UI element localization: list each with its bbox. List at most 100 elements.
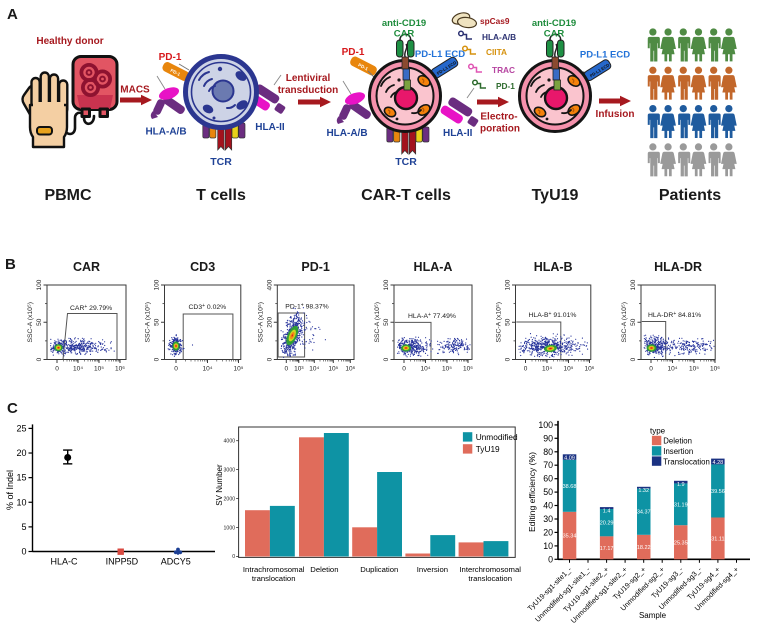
svg-text:Insertion: Insertion — [663, 447, 693, 456]
svg-text:PD-1: PD-1 — [170, 68, 182, 77]
svg-text:25: 25 — [16, 423, 26, 433]
svg-text:HLA-A/B: HLA-A/B — [326, 128, 367, 139]
svg-text:10³: 10³ — [294, 366, 304, 373]
svg-text:type: type — [650, 427, 666, 436]
svg-text:PD-1: PD-1 — [342, 47, 365, 58]
svg-text:2000: 2000 — [224, 496, 236, 502]
svg-text:B: B — [5, 256, 16, 273]
svg-text:HLA-A+ 77.49%: HLA-A+ 77.49% — [408, 312, 456, 320]
svg-text:PD-1: PD-1 — [496, 81, 515, 91]
svg-text:0: 0 — [548, 554, 553, 564]
svg-text:Electro-: Electro- — [480, 112, 517, 123]
svg-text:0: 0 — [232, 554, 235, 560]
svg-text:% of Indel: % of Indel — [5, 470, 15, 510]
svg-text:CD3+ 0.02%: CD3+ 0.02% — [189, 303, 227, 311]
svg-text:INPP5D: INPP5D — [106, 557, 139, 567]
svg-text:100: 100 — [383, 279, 390, 290]
svg-text:Inversion: Inversion — [417, 565, 448, 574]
svg-text:HLA-A/B: HLA-A/B — [482, 32, 516, 42]
svg-text:Deletion: Deletion — [663, 437, 692, 446]
svg-text:10⁶: 10⁶ — [463, 366, 473, 373]
svg-text:HLA-A/B: HLA-A/B — [145, 127, 186, 138]
svg-text:200: 200 — [266, 316, 273, 327]
svg-text:poration: poration — [480, 124, 520, 135]
svg-text:80: 80 — [543, 447, 553, 457]
svg-text:100: 100 — [154, 279, 161, 290]
svg-text:PD-L1 ECD: PD-L1 ECD — [415, 49, 465, 60]
svg-text:ADCY5: ADCY5 — [161, 557, 191, 567]
svg-text:4.28: 4.28 — [713, 460, 724, 466]
svg-text:10⁵: 10⁵ — [442, 366, 452, 373]
svg-text:15: 15 — [16, 473, 26, 483]
svg-text:10⁴: 10⁴ — [309, 366, 319, 373]
svg-text:1.32: 1.32 — [638, 488, 649, 494]
svg-text:0: 0 — [284, 366, 288, 373]
svg-text:SSC-A (x10⁵): SSC-A (x10⁵) — [496, 302, 503, 343]
svg-text:60: 60 — [543, 474, 553, 484]
svg-text:35.34: 35.34 — [563, 534, 577, 540]
svg-text:CAR: CAR — [544, 29, 565, 40]
svg-text:50: 50 — [505, 318, 512, 326]
svg-text:10⁶: 10⁶ — [710, 366, 720, 373]
svg-text:T cells: T cells — [196, 187, 246, 204]
svg-text:70: 70 — [543, 460, 553, 470]
svg-text:38.68: 38.68 — [563, 484, 577, 490]
svg-text:10⁶: 10⁶ — [345, 366, 355, 373]
svg-text:HLA-B+ 91.01%: HLA-B+ 91.01% — [529, 311, 577, 319]
svg-text:10: 10 — [543, 541, 553, 551]
svg-text:CAR: CAR — [73, 260, 100, 274]
svg-text:Sample: Sample — [639, 611, 667, 620]
svg-text:PD-L1 ECD: PD-L1 ECD — [580, 50, 630, 61]
svg-text:HLA-DR: HLA-DR — [654, 260, 702, 274]
svg-text:CAR-T cells: CAR-T cells — [361, 187, 451, 204]
svg-text:PD-1: PD-1 — [357, 62, 369, 71]
svg-text:40: 40 — [543, 501, 553, 511]
svg-text:CD3: CD3 — [190, 260, 215, 274]
svg-text:0: 0 — [383, 357, 390, 361]
svg-text:CAR+ 29.79%: CAR+ 29.79% — [70, 304, 112, 312]
svg-text:10⁴: 10⁴ — [542, 366, 552, 373]
svg-text:10⁵: 10⁵ — [564, 366, 574, 373]
svg-text:HLA-C: HLA-C — [50, 557, 78, 567]
svg-text:10⁶: 10⁶ — [585, 366, 595, 373]
svg-text:25.35: 25.35 — [674, 540, 688, 546]
svg-text:Deletion: Deletion — [310, 565, 338, 574]
svg-text:Healthy donor: Healthy donor — [36, 36, 103, 47]
svg-text:0: 0 — [36, 357, 43, 361]
svg-text:PD-1+ 98.37%: PD-1+ 98.37% — [285, 303, 328, 311]
svg-text:100: 100 — [630, 279, 637, 290]
svg-text:50: 50 — [630, 318, 637, 326]
svg-text:5: 5 — [21, 522, 26, 532]
svg-text:50: 50 — [36, 318, 43, 326]
svg-text:0: 0 — [630, 357, 637, 361]
svg-text:HLA-A: HLA-A — [414, 260, 453, 274]
svg-text:10⁵: 10⁵ — [234, 366, 244, 373]
svg-text:SV Number: SV Number — [215, 464, 224, 506]
svg-text:0: 0 — [524, 366, 528, 373]
svg-text:20.29: 20.29 — [600, 521, 614, 527]
svg-text:31.19: 31.19 — [674, 502, 688, 508]
svg-text:SSC-A (x10⁵): SSC-A (x10⁵) — [27, 302, 34, 343]
svg-text:translocation: translocation — [252, 574, 296, 583]
svg-text:0: 0 — [505, 357, 512, 361]
svg-text:SSC-A (x10⁵): SSC-A (x10⁵) — [374, 302, 381, 343]
svg-text:HLA-DR+ 84.81%: HLA-DR+ 84.81% — [648, 311, 701, 319]
svg-text:4000: 4000 — [224, 438, 236, 444]
svg-text:anti-CD19: anti-CD19 — [532, 18, 576, 29]
svg-text:400: 400 — [266, 279, 273, 290]
svg-text:100: 100 — [36, 279, 43, 290]
svg-text:0: 0 — [266, 357, 273, 361]
svg-text:TyU19: TyU19 — [532, 187, 579, 204]
svg-text:1.4: 1.4 — [603, 508, 611, 514]
svg-text:0: 0 — [174, 366, 178, 373]
svg-text:CAR: CAR — [394, 29, 415, 40]
svg-text:3000: 3000 — [224, 467, 236, 473]
svg-text:transduction: transduction — [278, 85, 339, 96]
svg-text:50: 50 — [543, 487, 553, 497]
svg-text:CIITA: CIITA — [486, 47, 507, 57]
svg-text:20: 20 — [16, 448, 26, 458]
svg-text:100: 100 — [505, 279, 512, 290]
svg-text:Intrachromosomal: Intrachromosomal — [243, 565, 305, 574]
svg-text:0: 0 — [649, 366, 653, 373]
svg-text:PD-1: PD-1 — [301, 260, 330, 274]
